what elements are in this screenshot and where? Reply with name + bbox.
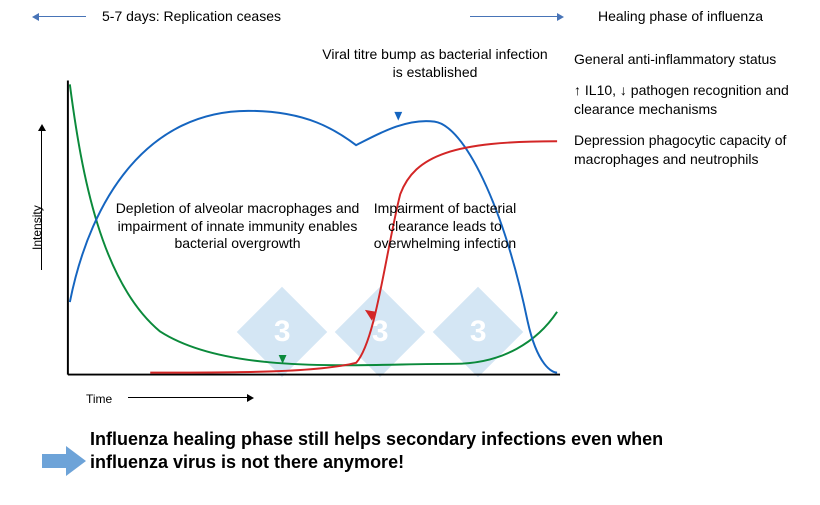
conclusion-arrow-icon (42, 446, 86, 476)
top-annotation-row: 5-7 days: Replication ceases Healing pha… (0, 8, 820, 24)
note-phagocytic: Depression phagocytic capacity of macrop… (574, 131, 808, 169)
right-phase-label: Healing phase of influenza (598, 8, 820, 24)
infection-dynamics-chart (62, 76, 562, 381)
healing-phase-notes: General anti-inflammatory status ↑ IL10,… (574, 50, 808, 180)
viral-titre-curve (70, 111, 557, 373)
note-anti-inflammatory: General anti-inflammatory status (574, 50, 808, 69)
x-axis-label: Time (86, 392, 112, 406)
y-axis-arrow-icon (41, 130, 42, 270)
conclusion-text: Influenza healing phase still helps seco… (90, 428, 670, 475)
right-phase-arrow (470, 16, 558, 17)
innate-immunity-curve (70, 84, 557, 365)
x-axis-arrow-icon (128, 397, 248, 398)
left-phase-label: 5-7 days: Replication ceases (102, 8, 281, 24)
left-phase-arrow (38, 16, 86, 17)
blue-marker-icon (394, 112, 402, 121)
bacterial-infection-curve (150, 141, 557, 372)
note-il10: ↑ IL10, ↓ pathogen recognition and clear… (574, 81, 808, 119)
